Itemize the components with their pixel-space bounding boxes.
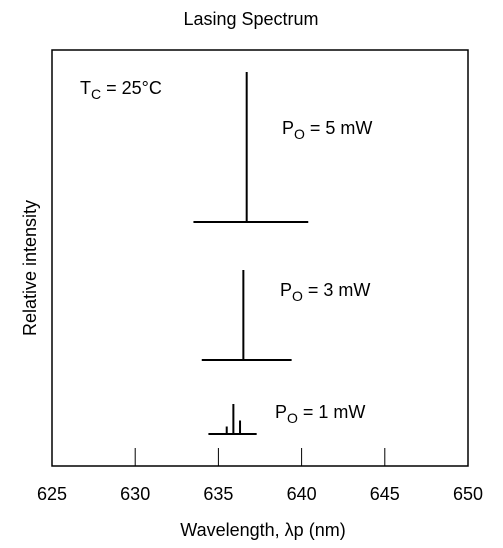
condition-annotation: TC = 25°C (80, 78, 162, 102)
y-axis-label: Relative intensity (20, 200, 40, 336)
spectrum-label: PO = 1 mW (275, 402, 365, 426)
x-tick-label: 630 (120, 484, 150, 504)
x-axis-tick-labels: 625 630 635 640 645 650 (37, 484, 483, 504)
x-axis-ticks (134, 448, 386, 466)
spectrum-label-subscript: O (292, 288, 303, 304)
condition-subscript: C (91, 86, 101, 102)
x-tick-label: 625 (37, 484, 67, 504)
spectrum-label-value: = 3 mW (303, 280, 371, 300)
x-tick-label: 650 (453, 484, 483, 504)
condition-value: = 25°C (101, 78, 162, 98)
spectrum-label-value: = 5 mW (305, 118, 373, 138)
plot-frame (51, 49, 469, 467)
condition-symbol: T (80, 78, 91, 98)
spectrum-label-subscript: O (294, 126, 305, 142)
spectrum-label: PO = 3 mW (280, 280, 370, 304)
chart-title: Lasing Spectrum (183, 9, 318, 29)
spectrum-label-symbol: P (275, 402, 287, 422)
x-axis-label: Wavelength, λp (nm) (180, 520, 345, 540)
spectrum-label-subscript: O (287, 410, 298, 426)
x-tick-label: 640 (287, 484, 317, 504)
x-tick-label: 645 (370, 484, 400, 504)
spectrum-label-symbol: P (282, 118, 294, 138)
x-tick-label: 635 (203, 484, 233, 504)
spectrum-1: PO = 5 mW (193, 72, 372, 223)
spectrum-label: PO = 5 mW (282, 118, 372, 142)
spectrum-label-value: = 1 mW (298, 402, 366, 422)
spectrum-label-symbol: P (280, 280, 292, 300)
spectrum-2: PO = 3 mW (201, 270, 370, 361)
spectrum-3: PO = 1 mW (208, 402, 365, 435)
